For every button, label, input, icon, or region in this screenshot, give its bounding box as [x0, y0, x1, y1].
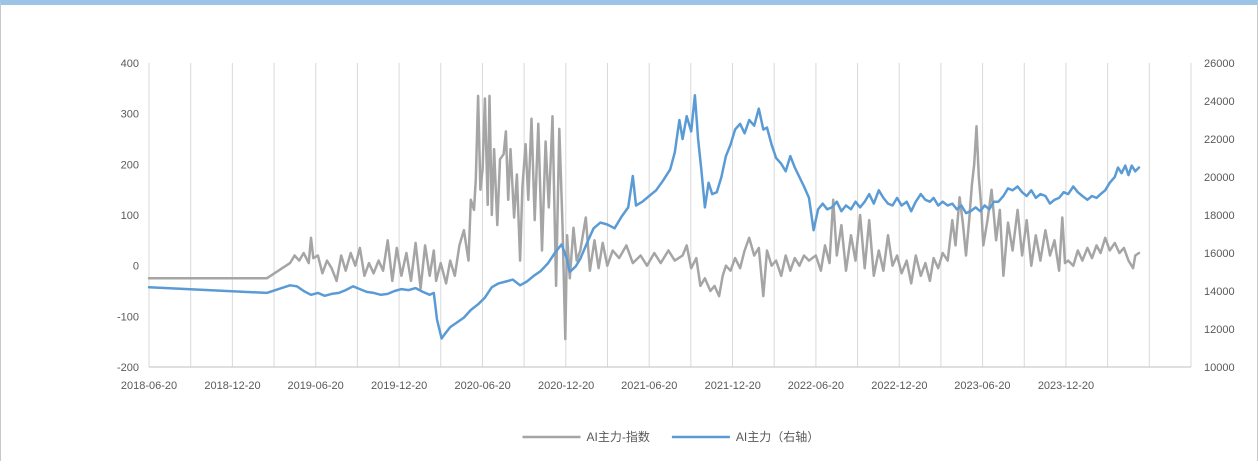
- grid-layer: [148, 63, 1192, 367]
- x-tick-label: 2018-06-20: [121, 380, 177, 392]
- x-tick-label: 2023-12-20: [1038, 380, 1094, 392]
- chart-svg: 400 300 200 100 0 -100 -200 26000 24000 22000 200…: [117, 58, 1235, 444]
- right-y-tick-label: 14000: [1204, 286, 1235, 298]
- x-tick-label: 2023-06-20: [954, 380, 1010, 392]
- x-tick-label: 2019-12-20: [371, 380, 427, 392]
- legend-label: AI主力（右轴）: [736, 429, 819, 444]
- left-y-tick-label: -100: [117, 311, 139, 323]
- series-line-2: [147, 94, 1141, 340]
- x-tick-label: 2020-12-20: [538, 380, 594, 392]
- left-y-tick-label: 0: [133, 261, 139, 273]
- right-y-tick-label: 26000: [1204, 58, 1235, 70]
- x-tick-label: 2020-06-20: [455, 380, 511, 392]
- right-y-tick-label: 24000: [1204, 96, 1235, 108]
- right-y-tick-label: 10000: [1204, 362, 1235, 374]
- x-tick-label: 2021-06-20: [621, 380, 677, 392]
- x-tick-label: 2022-12-20: [871, 380, 927, 392]
- left-y-tick-label: 100: [121, 210, 139, 222]
- left-y-tick-label: 400: [121, 58, 139, 70]
- x-tick-label: 2018-12-20: [204, 380, 260, 392]
- legend-label: AI主力-指数: [587, 429, 650, 444]
- left-y-tick-label: -200: [117, 362, 139, 374]
- right-y-tick-label: 22000: [1204, 134, 1235, 146]
- right-axis: 26000 24000 22000 20000 18000 16000 14000 12000…: [1204, 58, 1235, 374]
- right-y-tick-label: 16000: [1204, 248, 1235, 260]
- x-tick-label: 2021-12-20: [705, 380, 761, 392]
- right-y-tick-label: 18000: [1204, 210, 1235, 222]
- right-y-tick-label: 20000: [1204, 172, 1235, 184]
- right-y-tick-label: 12000: [1204, 324, 1235, 336]
- legend: AI主力-指数 AI主力（右轴）: [522, 429, 819, 444]
- left-y-tick-label: 300: [121, 109, 139, 121]
- left-y-tick-label: 200: [121, 159, 139, 171]
- x-axis: 2018-06-20 2018-12-20 2019-06-20 2019-12-20…: [121, 366, 1191, 392]
- series-layer: [147, 94, 1141, 341]
- legend-item: AI主力（右轴）: [671, 429, 819, 444]
- x-tick-label: 2019-06-20: [287, 380, 343, 392]
- series-line-1: [147, 94, 1141, 341]
- left-axis: 400 300 200 100 0 -100 -200: [117, 58, 139, 374]
- x-tick-label: 2022-06-20: [788, 380, 844, 392]
- legend-item: AI主力-指数: [522, 429, 650, 444]
